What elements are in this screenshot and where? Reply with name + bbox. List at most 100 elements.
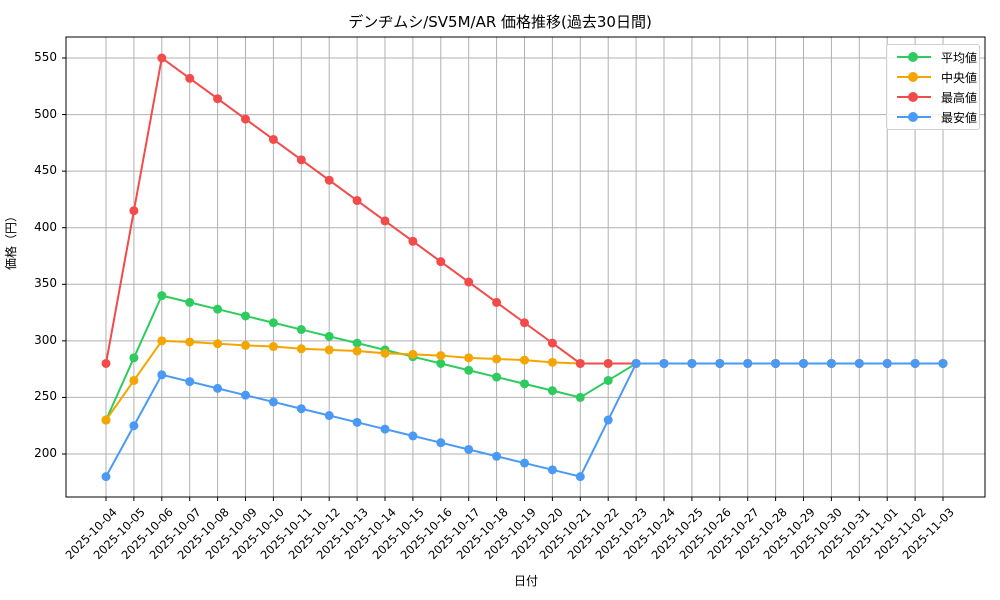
data-point <box>492 354 502 364</box>
data-point <box>268 342 278 352</box>
data-point <box>826 358 836 368</box>
data-point <box>520 458 529 468</box>
data-point <box>101 472 111 482</box>
chart-title: デンヂムシ/SV5M/AR 価格推移(過去30日間) <box>348 13 652 31</box>
data-point <box>464 277 474 287</box>
data-point <box>380 424 390 434</box>
y-tick-label: 450 <box>34 163 57 178</box>
y-tick-label: 200 <box>34 446 57 460</box>
data-point <box>492 297 502 307</box>
data-point <box>213 304 223 314</box>
legend-label: 最高値 <box>941 91 978 105</box>
data-point <box>603 415 613 425</box>
data-point <box>603 358 613 368</box>
data-point <box>910 358 920 368</box>
data-point <box>352 346 362 356</box>
data-point <box>408 431 418 441</box>
legend-marker-icon <box>908 112 918 122</box>
data-point <box>324 331 334 341</box>
data-point <box>241 390 250 400</box>
legend: 平均値中央値最高値最安値 <box>886 44 980 130</box>
data-point <box>436 358 446 368</box>
data-point <box>464 353 474 363</box>
data-point <box>520 318 529 328</box>
data-point <box>213 94 223 104</box>
data-point <box>520 379 529 389</box>
data-point <box>799 358 808 368</box>
data-point <box>157 53 167 63</box>
data-point <box>157 336 167 346</box>
legend-marker-icon <box>908 72 918 82</box>
data-point <box>101 415 111 425</box>
data-point <box>492 372 502 382</box>
data-point <box>185 73 195 83</box>
data-point <box>296 404 306 414</box>
data-point <box>631 358 641 368</box>
data-point <box>575 392 585 402</box>
legend-item: 中央値 <box>895 67 979 87</box>
data-point <box>547 386 557 396</box>
y-tick-label: 300 <box>34 332 57 347</box>
data-point <box>715 358 725 368</box>
data-point <box>101 358 111 368</box>
data-point <box>241 340 250 350</box>
legend-label: 中央値 <box>941 71 978 85</box>
data-point <box>296 325 306 335</box>
data-point <box>268 318 278 328</box>
axes-frame <box>65 36 986 498</box>
data-point <box>771 358 781 368</box>
legend-marker-icon <box>908 52 918 62</box>
data-point <box>464 444 474 454</box>
data-point <box>854 358 864 368</box>
y-tick-label: 350 <box>34 276 57 291</box>
data-point <box>687 358 697 368</box>
data-point <box>492 451 502 461</box>
data-point <box>352 338 362 348</box>
data-point <box>575 472 585 482</box>
x-axis-label: 日付 <box>513 574 538 588</box>
data-point <box>436 351 446 361</box>
legend-label: 最安値 <box>941 111 978 125</box>
data-point <box>380 348 390 358</box>
data-point <box>129 421 139 431</box>
data-point <box>436 438 446 448</box>
data-point <box>547 357 557 367</box>
data-point <box>241 311 250 321</box>
data-point <box>882 358 892 368</box>
data-point <box>129 206 139 216</box>
data-point <box>129 353 139 363</box>
data-point <box>603 375 613 385</box>
data-point <box>185 377 195 387</box>
data-point <box>129 375 139 385</box>
data-point <box>241 114 250 124</box>
y-tick-label: 400 <box>34 219 57 234</box>
legend-item: 最高値 <box>895 87 979 107</box>
data-point <box>436 257 446 267</box>
data-point <box>547 465 557 475</box>
data-point <box>157 370 167 380</box>
legend-item: 最安値 <box>895 107 979 127</box>
y-tick-label: 550 <box>34 50 57 64</box>
y-tick-label: 250 <box>34 389 57 404</box>
data-point <box>352 417 362 427</box>
y-tick-label: 500 <box>34 106 57 121</box>
data-point <box>213 339 223 349</box>
data-point <box>324 175 334 185</box>
data-point <box>659 358 669 368</box>
data-point <box>185 297 195 307</box>
data-point <box>408 349 418 359</box>
y-axis-label: 価格（円） <box>4 209 18 270</box>
data-point <box>520 355 529 365</box>
data-point <box>938 358 948 368</box>
data-point <box>352 196 362 206</box>
data-point <box>408 236 418 246</box>
data-point <box>324 411 334 421</box>
data-point <box>296 155 306 165</box>
data-point <box>296 344 306 354</box>
data-point <box>268 134 278 144</box>
data-point <box>547 338 557 348</box>
legend-item: 平均値 <box>895 47 979 67</box>
legend-marker-icon <box>908 92 918 102</box>
